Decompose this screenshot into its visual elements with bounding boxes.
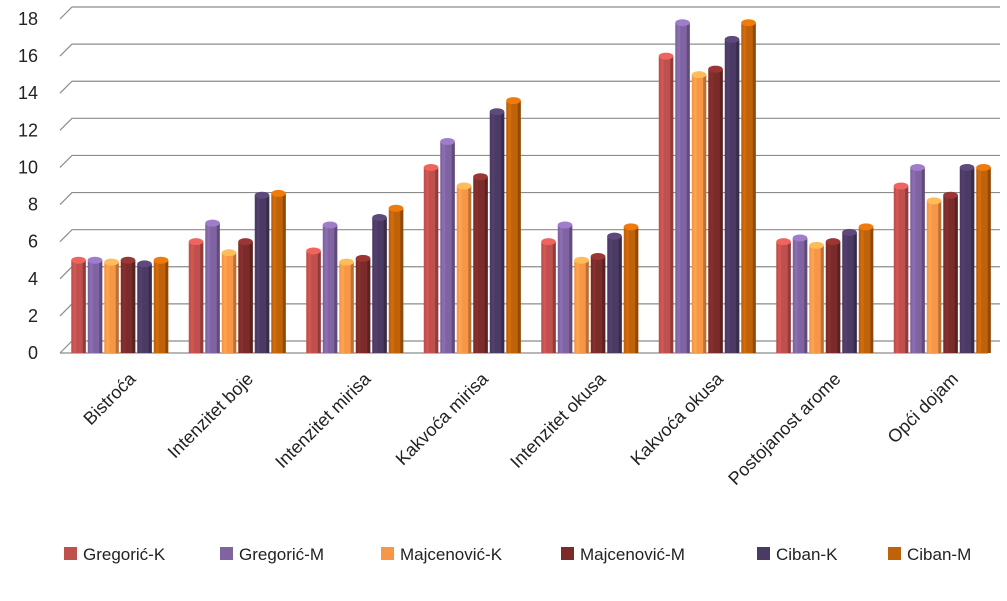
- bar: [221, 249, 237, 353]
- legend-label: Gregorić-K: [83, 545, 166, 564]
- y-tick-label: 18: [18, 9, 38, 29]
- bar: [188, 238, 204, 353]
- bar: [473, 173, 488, 353]
- y-tick-label: 16: [18, 46, 38, 66]
- bar: [825, 238, 841, 353]
- bar: [87, 256, 103, 353]
- x-tick-label: Bistroća: [79, 368, 140, 429]
- x-tick-label: Kakvoća mirisa: [392, 368, 493, 469]
- bar: [238, 238, 253, 353]
- bar: [205, 219, 220, 353]
- bar: [724, 35, 740, 354]
- bar: [306, 247, 321, 353]
- bar: [423, 163, 439, 353]
- bar: [623, 223, 639, 353]
- bar: [590, 253, 606, 353]
- x-tick-label: Intenzitet boje: [164, 369, 257, 462]
- bar: [842, 228, 857, 353]
- bar: [254, 191, 270, 353]
- legend: Gregorić-K Gregorić-M Majcenović-K Majcenov…: [64, 545, 971, 564]
- bar: [976, 163, 991, 353]
- bar: [506, 97, 521, 354]
- y-tick-label: 4: [28, 269, 38, 289]
- bar: [557, 221, 573, 353]
- legend-item: Ciban-M: [888, 545, 971, 564]
- bar: [104, 258, 119, 353]
- bars: [71, 19, 991, 354]
- legend-item: Ciban-K: [757, 545, 838, 564]
- legend-swatch: [561, 547, 574, 560]
- gridline: [59, 229, 1000, 243]
- y-tick-label: 10: [18, 157, 38, 177]
- x-tick-label: Postojanost arome: [724, 369, 844, 489]
- legend-swatch: [64, 547, 77, 560]
- x-tick-label: Intenzitet mirisa: [271, 368, 375, 472]
- legend-item: Majcenović-M: [561, 545, 685, 564]
- legend-label: Ciban-K: [776, 545, 838, 564]
- legend-swatch: [757, 547, 770, 560]
- bar: [388, 204, 404, 353]
- legend-item: Gregorić-K: [64, 545, 166, 564]
- bar: [607, 232, 622, 353]
- bar: [322, 221, 338, 353]
- bar: [372, 214, 387, 353]
- bar: [120, 256, 136, 353]
- x-tick-label: Opći dojam: [884, 369, 963, 448]
- bar: [809, 241, 824, 353]
- bar: [489, 108, 505, 354]
- x-tick-label: Intenzitet okusa: [506, 368, 610, 472]
- legend-label: Majcenović-M: [580, 545, 685, 564]
- bar: [959, 163, 975, 353]
- y-tick-label: 6: [28, 232, 38, 252]
- bar: [741, 19, 756, 353]
- bar: [926, 197, 942, 353]
- bar: [675, 19, 690, 353]
- legend-swatch: [381, 547, 394, 560]
- gridline: [59, 117, 1000, 131]
- bar: [708, 65, 723, 353]
- legend-label: Majcenović-K: [400, 545, 503, 564]
- y-axis: 0 2 4 6 8 10 12 14 16 18: [18, 9, 38, 363]
- x-axis: Bistroća Intenzitet boje Intenzitet mirisa…: [79, 368, 962, 489]
- legend-item: Majcenović-K: [381, 545, 503, 564]
- bar: [355, 254, 371, 353]
- gridline: [59, 191, 1000, 205]
- bar: [943, 191, 958, 353]
- bar: [541, 238, 556, 353]
- bar: [658, 52, 674, 353]
- x-tick-label: Kakvoća okusa: [627, 368, 728, 469]
- legend-swatch: [220, 547, 233, 560]
- bar: [153, 256, 169, 353]
- bar: [776, 238, 791, 353]
- gridline: [59, 154, 1000, 168]
- y-tick-label: 0: [28, 343, 38, 363]
- bar: [893, 182, 909, 353]
- legend-label: Gregorić-M: [239, 545, 324, 564]
- y-tick-label: 8: [28, 195, 38, 215]
- gridline: [59, 43, 1000, 57]
- bar: [71, 256, 86, 353]
- bar: [792, 234, 808, 353]
- y-tick-label: 2: [28, 306, 38, 326]
- legend-swatch: [888, 547, 901, 560]
- bar: [858, 223, 874, 353]
- bar: [574, 256, 589, 353]
- bar: [339, 258, 354, 353]
- bar: [440, 137, 455, 353]
- legend-label: Ciban-M: [907, 545, 971, 564]
- legend-item: Gregorić-M: [220, 545, 324, 564]
- bar: [456, 182, 472, 353]
- bar: [910, 163, 925, 353]
- y-tick-label: 14: [18, 83, 38, 103]
- bar: [691, 71, 707, 354]
- bar: [137, 260, 152, 353]
- gridline: [59, 6, 1000, 20]
- y-tick-label: 12: [18, 120, 38, 140]
- gridline: [59, 80, 1000, 94]
- bar: [271, 189, 286, 353]
